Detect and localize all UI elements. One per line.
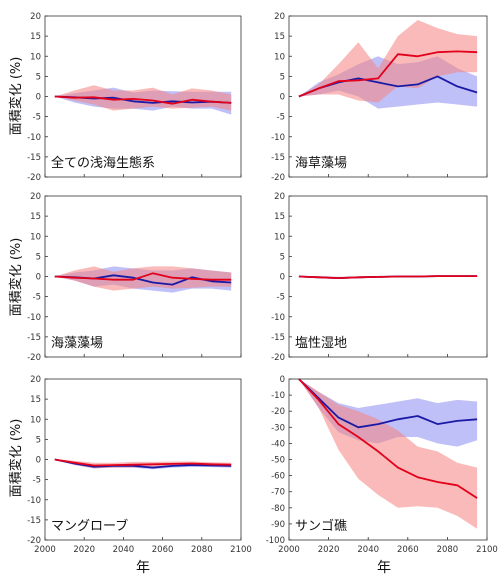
y-tick-label: 10 — [274, 232, 285, 242]
y-tick-label: -15 — [271, 153, 285, 163]
panel-label: サンゴ礁 — [295, 518, 347, 534]
y-tick-label: -90 — [271, 520, 285, 530]
panel-label: 海草藻場 — [295, 156, 347, 171]
y-tick-label: 5 — [280, 252, 285, 262]
x-tick-label: 2080 — [191, 545, 213, 555]
y-tick-label: 0 — [36, 456, 41, 466]
y-tick-label: 20 — [274, 192, 285, 202]
y-tick-label: -20 — [27, 353, 41, 363]
y-axis-title-row1: 面積変化 (%) — [8, 57, 24, 136]
y-tick-label: 20 — [30, 192, 41, 202]
red-series-line — [54, 272, 232, 281]
x-tick-label: 2100 — [230, 545, 252, 555]
y-tick-label: 10 — [274, 52, 285, 62]
y-tick-label: 0 — [280, 273, 285, 283]
y-tick-label: -10 — [271, 313, 285, 323]
x-axis-title-right: 年 — [377, 560, 391, 576]
x-tick-label: 2020 — [73, 545, 95, 555]
y-tick-label: -10 — [271, 133, 285, 143]
y-tick-label: 10 — [30, 232, 41, 242]
y-tick-label: -100 — [266, 536, 285, 546]
panel-label: マングローブ — [51, 518, 128, 534]
y-tick-label: 5 — [36, 72, 41, 82]
y-axis-title-row3: 面積変化 (%) — [8, 419, 24, 498]
y-tick-label: -40 — [271, 439, 285, 449]
y-tick-label: 20 — [274, 12, 285, 22]
y-tick-label: 15 — [30, 395, 41, 405]
y-tick-label: -10 — [27, 496, 41, 506]
panel-3: -20 -15 -10 -5 0 5 10 15 20 海藻藻場 — [27, 192, 242, 363]
red-series-line — [54, 458, 232, 467]
red-series-line — [54, 95, 232, 105]
x-tick-label: 2100 — [476, 545, 498, 555]
y-tick-label: -80 — [271, 504, 285, 514]
y-tick-label: -10 — [271, 391, 285, 401]
plot-frame — [44, 378, 242, 541]
panel-4: -20 -15 -10 -5 0 5 10 15 20 塩性湿地 — [271, 192, 488, 363]
x-tick-label: 2080 — [437, 545, 459, 555]
y-tick-label: 20 — [30, 12, 41, 22]
y-tick-label: 5 — [280, 72, 285, 82]
x-tick-label: 2000 — [278, 545, 300, 555]
panel-1: -20 -15 -10 -5 0 5 10 15 20 全ての浅海生態系 — [27, 12, 242, 183]
y-tick-label: -20 — [271, 407, 285, 417]
y-tick-label: -15 — [27, 516, 41, 526]
y-tick-label: 0 — [280, 375, 285, 385]
y-tick-label: 15 — [274, 212, 285, 222]
panel-2: -20 -15 -10 -5 0 5 10 15 20 海草藻場 — [271, 12, 488, 183]
y-tick-label: -20 — [27, 173, 41, 183]
y-tick-label: -15 — [271, 333, 285, 343]
red-uncertainty-band — [298, 379, 478, 529]
y-tick-label: -20 — [27, 536, 41, 546]
red-uncertainty-band — [54, 85, 232, 111]
x-tick-label: 2040 — [357, 545, 379, 555]
y-tick-label: 5 — [36, 435, 41, 445]
y-tick-label: -5 — [33, 476, 41, 486]
panel-5: -20 -15 -10 -5 0 5 10 15 20 2000 2020 2040 2060 2080 2… — [27, 375, 252, 555]
y-tick-label: -15 — [27, 153, 41, 163]
y-tick-label: 15 — [274, 32, 285, 42]
y-tick-label: -10 — [27, 133, 41, 143]
y-tick-label: -5 — [277, 293, 285, 303]
y-tick-label: 5 — [36, 252, 41, 262]
y-tick-label: -60 — [271, 472, 285, 482]
panel-label: 全ての浅海生態系 — [51, 155, 155, 171]
x-tick-label: 2020 — [318, 545, 340, 555]
y-tick-label: 15 — [30, 32, 41, 42]
y-tick-label: 0 — [36, 93, 41, 103]
blue-series-line — [298, 378, 478, 429]
y-tick-label: -70 — [271, 488, 285, 498]
y-tick-label: -20 — [271, 173, 285, 183]
x-tick-label: 2000 — [34, 545, 56, 555]
x-tick-label: 2060 — [397, 545, 419, 555]
y-tick-label: 15 — [30, 212, 41, 222]
red-series-line — [298, 50, 478, 98]
y-axis-title-row2: 面積変化 (%) — [8, 238, 24, 317]
y-tick-label: -15 — [27, 333, 41, 343]
y-tick-label: 0 — [36, 273, 41, 283]
blue-series-line — [54, 458, 232, 469]
y-tick-label: 10 — [30, 52, 41, 62]
x-tick-label: 2040 — [113, 545, 135, 555]
x-axis-title-left: 年 — [136, 560, 150, 576]
x-tick-label: 2060 — [152, 545, 174, 555]
red-uncertainty-band — [54, 266, 232, 291]
y-tick-label: -50 — [271, 456, 285, 466]
y-tick-label: -5 — [33, 293, 41, 303]
y-tick-label: -5 — [277, 113, 285, 123]
red-series-line — [298, 378, 478, 499]
y-tick-label: -5 — [33, 113, 41, 123]
y-tick-label: 0 — [280, 93, 285, 103]
y-tick-label: 10 — [30, 415, 41, 425]
panel-label: 海藻藻場 — [51, 336, 103, 351]
red-series-line — [298, 275, 478, 280]
panel-label: 塩性湿地 — [295, 336, 347, 351]
y-tick-label: -10 — [27, 313, 41, 323]
y-tick-label: -30 — [271, 423, 285, 433]
y-tick-label: 20 — [30, 375, 41, 385]
y-tick-label: -20 — [271, 353, 285, 363]
